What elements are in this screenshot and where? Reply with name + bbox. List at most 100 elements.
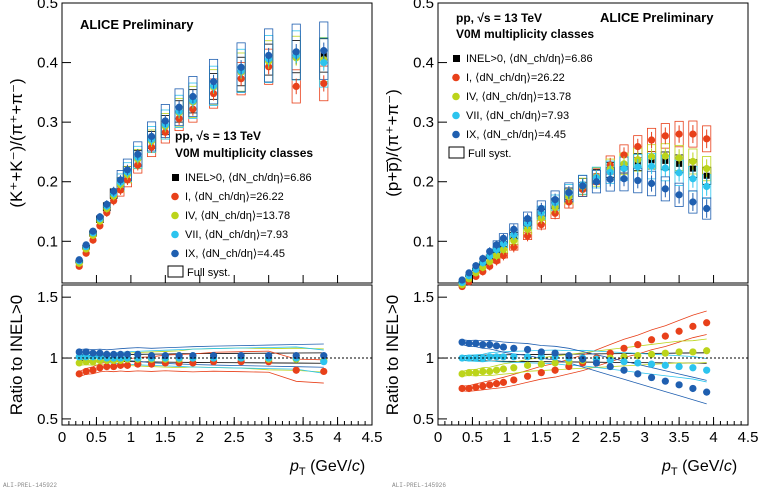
ratio-point (472, 369, 480, 377)
ratio-y-tick-label: 1 (50, 350, 58, 367)
ratio-point (647, 336, 656, 344)
legend: INEL>0, ⟨dN_ch/dη⟩=6.86 I, ⟨dN_ch/dη⟩=26.… (448, 53, 593, 160)
data-point (479, 254, 487, 263)
ratio-point (606, 362, 614, 371)
x-axis-label: pT (GeV/c) (289, 458, 365, 478)
ratio-point (161, 352, 169, 360)
x-tick-label: 0.5 (462, 429, 483, 446)
data-point (89, 227, 97, 235)
legend-marker (171, 230, 179, 239)
figure-tag: ALI-PREL-145926 (392, 482, 446, 489)
ratio-syst-band (462, 338, 707, 377)
data-point (551, 195, 559, 204)
legend-label: I, ⟨dN_ch/dη⟩=26.22 (466, 72, 565, 84)
ratio-y-tick-label: 1 (426, 350, 434, 367)
figure-tag: ALI-PREL-145922 (3, 482, 57, 489)
ratio-syst-band (462, 349, 707, 383)
ratio-point (486, 353, 494, 361)
legend-syst-label: Full syst. (187, 267, 230, 279)
x-tick-label: 4 (709, 429, 717, 446)
data-point (510, 243, 518, 251)
data-point (510, 237, 518, 245)
ratio-point (510, 364, 518, 372)
data-point (675, 169, 683, 177)
x-tick-label: 0 (58, 429, 66, 446)
data-point (499, 234, 508, 242)
ratio-point (634, 341, 642, 349)
subtitle: V0M multiplicity classes (175, 146, 313, 160)
data-point (647, 153, 656, 161)
ratio-point (479, 341, 487, 349)
ratio-point (675, 348, 683, 356)
syst-box (188, 76, 198, 118)
ratio-point (103, 362, 111, 371)
ratio-point (110, 362, 118, 371)
legend-syst-box (167, 265, 184, 278)
data-point (661, 164, 669, 172)
data-point (465, 269, 473, 277)
ratio-point (116, 350, 125, 358)
syst-box (236, 42, 246, 93)
data-point (147, 132, 156, 141)
x-axis-label: pT (GeV/c) (661, 458, 737, 478)
ratio-point (661, 377, 669, 385)
ratio-point (537, 360, 545, 368)
data-point (96, 213, 104, 221)
ratio-point (486, 381, 494, 389)
y-tick-label: 0.4 (37, 55, 58, 72)
ratio-point (320, 367, 328, 376)
ratio-point (147, 352, 156, 360)
ratio-point (89, 349, 97, 357)
data-point (110, 187, 118, 195)
ratio-point (675, 362, 683, 371)
ratio-y-tick-label: 0.5 (413, 411, 434, 428)
ratio-point (123, 361, 132, 369)
data-point (292, 82, 300, 91)
ratio-point (579, 355, 587, 363)
data-point (103, 200, 111, 208)
data-point (499, 251, 508, 260)
data-point (175, 103, 183, 111)
ratio-point (510, 344, 518, 352)
data-point (523, 232, 532, 240)
ratio-point (96, 349, 104, 357)
top-plot-frame (437, 2, 749, 284)
ratio-point (103, 350, 111, 358)
x-tick-label: 0.5 (86, 429, 107, 446)
data-point (82, 241, 90, 249)
y-tick-label: 0.2 (37, 174, 58, 191)
data-point (703, 135, 711, 143)
data-point (510, 225, 518, 233)
data-point (606, 175, 614, 183)
legend-label: I, ⟨dN_ch/dη⟩=26.22 (185, 191, 284, 203)
syst-box (660, 176, 670, 202)
data-point (458, 276, 466, 284)
system-label: pp, √s = 13 TeV (456, 11, 542, 25)
ratio-point (458, 338, 466, 346)
ratio-point (537, 369, 545, 377)
x-tick-label: 4 (333, 429, 341, 446)
data-point (510, 231, 518, 239)
data-point (75, 256, 83, 264)
data-point (116, 176, 125, 184)
data-point (209, 78, 218, 86)
data-point (703, 165, 711, 173)
ratio-point (661, 332, 669, 340)
legend-marker (171, 211, 179, 220)
data-point (675, 191, 683, 199)
left-panel: 0 0.5 1 1.5 2 2.5 3 3.5 4 4.50.10.20.30.40.50.511… (3, 0, 382, 489)
top-plot-frame (61, 2, 373, 284)
ratio-point (689, 384, 697, 393)
data-point (523, 215, 532, 223)
data-point (689, 157, 697, 166)
data-point (592, 178, 601, 186)
ratio-syst-band (462, 339, 707, 405)
ratio-point (703, 388, 711, 396)
x-tick-label: 4.5 (362, 429, 383, 446)
data-point (689, 175, 697, 183)
data-point (161, 117, 169, 125)
ratio-point (175, 352, 183, 360)
legend-label: IV, ⟨dN_ch/dη⟩=13.78 (185, 210, 290, 222)
data-point (320, 58, 328, 67)
ratio-point (620, 344, 628, 352)
